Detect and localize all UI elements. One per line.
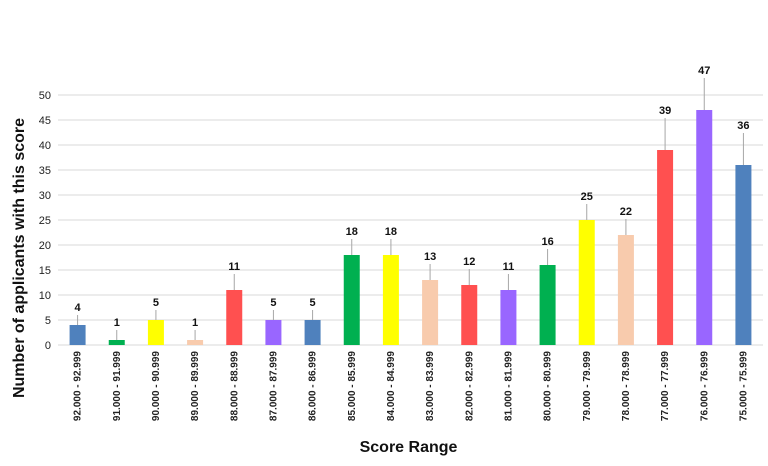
y-tick-label: 0 [45, 340, 51, 352]
x-tick-label: 88.000 - 88.999 [229, 351, 240, 421]
y-tick-label: 10 [39, 290, 51, 302]
x-tick-label: 80.000 - 80.999 [543, 351, 554, 421]
bar [539, 265, 556, 345]
x-tick-label: 84.000 - 84.999 [386, 351, 397, 421]
data-label: 36 [737, 120, 749, 132]
x-tick-label: 81.000 - 81.999 [503, 351, 514, 421]
x-tick-label: 76.000 - 76.999 [699, 351, 710, 421]
x-tick-label: 79.000 - 79.999 [582, 351, 593, 421]
x-tick-label: 78.000 - 78.999 [621, 351, 632, 421]
y-axis-title: Number of applicants with this score [11, 118, 28, 398]
bar [422, 280, 439, 345]
x-tick-label: 85.000 - 85.999 [347, 351, 358, 421]
y-tick-label: 15 [39, 265, 51, 277]
y-axis-ticks: 0 5 10 15 20 25 30 35 40 45 50 [39, 90, 51, 352]
bar [108, 340, 125, 345]
y-tick-label: 35 [39, 165, 51, 177]
data-label: 18 [385, 226, 397, 238]
x-tick-label: 92.000 - 92.999 [73, 351, 84, 421]
x-axis-title: Score Range [360, 439, 458, 456]
x-tick-label: 89.000 - 89.999 [190, 351, 201, 421]
x-tick-label: 77.000 - 77.999 [660, 351, 671, 421]
data-label: 22 [620, 206, 632, 218]
x-tick-label: 90.000 - 90.999 [151, 351, 162, 421]
data-label: 39 [659, 105, 671, 117]
y-tick-label: 40 [39, 140, 51, 152]
y-tick-label: 20 [39, 240, 51, 252]
data-label: 4 [75, 302, 82, 314]
x-tick-label: 91.000 - 91.999 [112, 351, 123, 421]
x-tick-label: 75.000 - 75.999 [738, 351, 749, 421]
data-label: 13 [424, 251, 436, 263]
bar [69, 325, 86, 345]
x-axis-ticks: 92.000 - 92.999 91.000 - 91.999 90.000 - 9… [73, 351, 750, 421]
bar [578, 220, 595, 345]
bar [265, 320, 282, 345]
data-label: 1 [192, 317, 198, 329]
data-label: 25 [581, 191, 593, 203]
data-label: 5 [270, 297, 276, 309]
y-tick-label: 30 [39, 190, 51, 202]
gridlines [58, 94, 763, 346]
bar [461, 285, 478, 345]
data-label: 11 [228, 261, 240, 273]
leader-lines [77, 78, 744, 340]
data-label: 12 [463, 256, 475, 268]
bar [500, 290, 517, 345]
bars [69, 110, 752, 345]
y-tick-label: 5 [45, 315, 51, 327]
bar [343, 255, 360, 345]
x-tick-label: 86.000 - 86.999 [308, 351, 319, 421]
data-label: 5 [153, 297, 159, 309]
bar [657, 150, 674, 345]
bar [187, 340, 204, 345]
data-label: 5 [310, 297, 316, 309]
y-tick-label: 25 [39, 215, 51, 227]
data-label: 11 [503, 261, 515, 273]
y-tick-label: 50 [39, 90, 51, 102]
bar [696, 110, 713, 345]
bar [382, 255, 399, 345]
x-tick-label: 82.000 - 82.999 [464, 351, 475, 421]
x-tick-label: 87.000 - 87.999 [268, 351, 279, 421]
bar [147, 320, 164, 345]
bar [304, 320, 321, 345]
bar [617, 235, 634, 345]
bar [735, 165, 752, 345]
x-tick-label: 83.000 - 83.999 [425, 351, 436, 421]
data-label: 47 [698, 65, 710, 77]
bar [226, 290, 243, 345]
data-label: 1 [114, 317, 120, 329]
data-label: 16 [541, 236, 553, 248]
data-label: 18 [346, 226, 358, 238]
y-tick-label: 45 [39, 115, 51, 127]
